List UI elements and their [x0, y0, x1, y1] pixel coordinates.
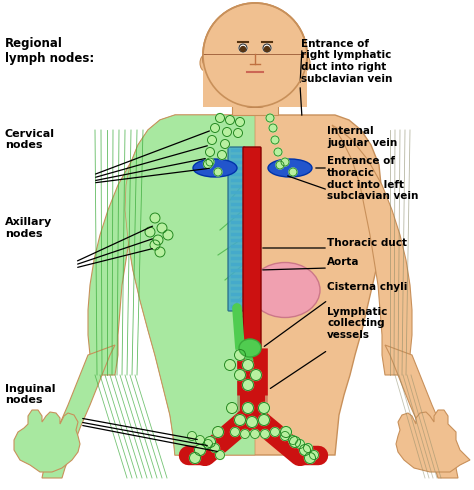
Circle shape — [203, 440, 212, 448]
Text: Internal
jugular vein: Internal jugular vein — [327, 126, 397, 148]
Polygon shape — [125, 115, 255, 455]
Circle shape — [206, 158, 214, 166]
Ellipse shape — [300, 55, 310, 71]
Circle shape — [210, 123, 219, 132]
Circle shape — [289, 436, 298, 444]
Polygon shape — [125, 115, 382, 455]
Circle shape — [235, 369, 246, 381]
Text: Inguinal
nodes: Inguinal nodes — [5, 384, 55, 405]
FancyBboxPatch shape — [228, 147, 245, 311]
Circle shape — [153, 235, 163, 245]
Circle shape — [188, 432, 197, 441]
Circle shape — [155, 247, 165, 257]
Ellipse shape — [193, 159, 237, 177]
Circle shape — [208, 136, 217, 145]
Circle shape — [304, 452, 316, 464]
Circle shape — [266, 114, 274, 122]
Circle shape — [216, 114, 225, 122]
Circle shape — [271, 136, 279, 144]
Polygon shape — [42, 345, 115, 478]
Circle shape — [227, 402, 237, 414]
Circle shape — [240, 430, 249, 439]
Polygon shape — [232, 102, 278, 115]
Polygon shape — [14, 410, 80, 472]
Circle shape — [281, 426, 292, 438]
Polygon shape — [396, 410, 470, 472]
Text: Cisterna chyli: Cisterna chyli — [327, 282, 408, 292]
Circle shape — [218, 150, 227, 160]
Circle shape — [290, 437, 301, 447]
Text: Cervical
nodes: Cervical nodes — [5, 129, 55, 150]
Circle shape — [190, 452, 201, 464]
Circle shape — [203, 3, 307, 107]
Circle shape — [243, 379, 254, 391]
Circle shape — [300, 444, 310, 456]
Circle shape — [145, 227, 155, 237]
Circle shape — [216, 450, 225, 460]
Circle shape — [243, 402, 254, 414]
Circle shape — [230, 427, 239, 437]
Ellipse shape — [250, 263, 320, 318]
Circle shape — [271, 427, 280, 437]
Text: Thoracic duct: Thoracic duct — [327, 238, 407, 247]
Circle shape — [222, 127, 231, 137]
Circle shape — [214, 168, 222, 176]
Circle shape — [204, 437, 216, 447]
Circle shape — [203, 160, 212, 169]
Polygon shape — [385, 345, 458, 478]
Circle shape — [210, 443, 219, 452]
Ellipse shape — [200, 55, 210, 71]
Circle shape — [281, 432, 290, 441]
Ellipse shape — [268, 159, 312, 177]
Circle shape — [157, 223, 167, 233]
Circle shape — [163, 230, 173, 240]
Polygon shape — [88, 125, 168, 375]
Circle shape — [289, 168, 297, 176]
Circle shape — [258, 402, 270, 414]
Circle shape — [264, 47, 270, 51]
Text: Lymphatic
collecting
vessels: Lymphatic collecting vessels — [327, 307, 387, 340]
Circle shape — [263, 44, 271, 52]
Circle shape — [239, 44, 247, 52]
Text: Entrance of
thoracic
duct into left
subclavian vein: Entrance of thoracic duct into left subc… — [327, 156, 419, 201]
Circle shape — [226, 116, 235, 124]
Circle shape — [240, 47, 246, 51]
Circle shape — [258, 415, 270, 425]
Circle shape — [206, 147, 215, 156]
Circle shape — [212, 426, 224, 438]
Circle shape — [274, 148, 282, 156]
Circle shape — [281, 158, 289, 166]
Polygon shape — [203, 55, 307, 107]
Circle shape — [246, 416, 257, 427]
Circle shape — [269, 124, 277, 132]
Circle shape — [261, 430, 270, 439]
Circle shape — [236, 118, 245, 126]
Text: Regional
lymph nodes:: Regional lymph nodes: — [5, 37, 94, 66]
Circle shape — [310, 450, 319, 460]
Circle shape — [225, 360, 236, 370]
Circle shape — [295, 440, 304, 448]
Text: Entrance of
right lymphatic
duct into right
subclavian vein: Entrance of right lymphatic duct into ri… — [301, 39, 392, 84]
Polygon shape — [332, 125, 412, 375]
Circle shape — [276, 161, 284, 169]
FancyBboxPatch shape — [243, 147, 261, 349]
Circle shape — [250, 430, 259, 439]
Circle shape — [235, 349, 246, 361]
Circle shape — [303, 443, 312, 452]
Circle shape — [150, 213, 160, 223]
Wedge shape — [203, 55, 307, 107]
Text: Axillary
nodes: Axillary nodes — [5, 217, 52, 239]
Text: Aorta: Aorta — [327, 257, 360, 267]
Circle shape — [194, 444, 206, 456]
Circle shape — [250, 369, 262, 381]
Circle shape — [220, 140, 229, 148]
Circle shape — [195, 436, 204, 444]
Ellipse shape — [239, 339, 261, 357]
Circle shape — [150, 240, 160, 250]
Circle shape — [234, 128, 243, 138]
Circle shape — [243, 360, 254, 370]
Circle shape — [235, 415, 246, 425]
